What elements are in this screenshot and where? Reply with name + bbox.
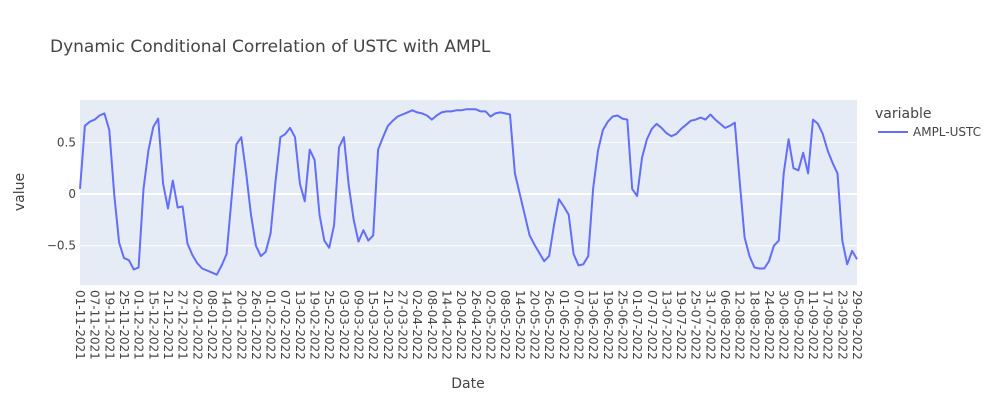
y-tick-label: 0.5 [57,135,76,149]
x-tick-label: 25-06-2022 [615,290,629,360]
x-tick-label: 15-12-2021 [146,290,160,360]
x-tick-label: 14-05-2022 [513,290,527,360]
x-tick-label: 11-09-2022 [806,290,820,360]
x-tick-label: 26-04-2022 [469,290,483,360]
x-tick-label: 08-05-2022 [498,290,512,360]
x-tick-label: 24-08-2022 [762,290,776,360]
x-tick-label: 27-12-2021 [176,290,190,360]
x-tick-label: 02-01-2022 [190,290,204,360]
x-tick-label: 20-01-2022 [234,290,248,360]
legend-title: variable [875,106,931,122]
x-tick-label: 17-09-2022 [821,290,835,360]
x-tick-label: 12-08-2022 [733,290,747,360]
x-tick-label: 08-01-2022 [205,290,219,360]
legend-label: AMPL-USTC [913,125,981,139]
x-tick-label: 23-09-2022 [835,290,849,360]
x-tick-label: 07-02-2022 [278,290,292,360]
x-tick-label: 08-04-2022 [425,290,439,360]
x-tick-label: 30-08-2022 [777,290,791,360]
x-tick-label: 29-09-2022 [850,290,864,360]
data-line [79,108,858,276]
x-tick-label: 07-07-2022 [645,290,659,360]
x-tick-label: 02-04-2022 [410,290,424,360]
x-tick-label: 27-03-2022 [396,290,410,360]
x-tick-label: 01-06-2022 [557,290,571,360]
y-tick-label: −0.5 [47,239,76,253]
plot-background [80,100,857,285]
x-tick-label: 06-08-2022 [718,290,732,360]
x-tick-label: 19-02-2022 [308,290,322,360]
x-tick-label: 26-05-2022 [542,290,556,360]
y-tick-label: 0 [68,187,76,201]
x-tick-label: 01-11-2021 [73,290,87,360]
x-tick-label: 07-06-2022 [571,290,585,360]
y-axis-title: value [12,173,28,211]
x-tick-label: 25-02-2022 [322,290,336,360]
x-tick-label: 18-08-2022 [747,290,761,360]
x-tick-label: 14-01-2022 [220,290,234,360]
x-tick-label: 01-07-2022 [630,290,644,360]
x-tick-label: 02-05-2022 [483,290,497,360]
x-tick-label: 25-07-2022 [689,290,703,360]
x-tick-label: 19-06-2022 [601,290,615,360]
x-tick-label: 14-04-2022 [440,290,454,360]
x-tick-label: 13-02-2022 [293,290,307,360]
x-tick-label: 07-11-2021 [88,290,102,360]
x-tick-label: 13-07-2022 [659,290,673,360]
x-tick-label: 01-02-2022 [264,290,278,360]
x-tick-label: 13-06-2022 [586,290,600,360]
x-tick-label: 20-05-2022 [527,290,541,360]
x-tick-label: 19-07-2022 [674,290,688,360]
x-tick-label: 19-11-2021 [102,290,116,360]
x-tick-label: 31-07-2022 [703,290,717,360]
x-tick-label: 21-12-2021 [161,290,175,360]
x-tick-label: 15-03-2022 [366,290,380,360]
x-tick-label: 03-03-2022 [337,290,351,360]
x-tick-label: 21-03-2022 [381,290,395,360]
x-tick-label: 01-12-2021 [132,290,146,360]
chart-title: Dynamic Conditional Correlation of USTC … [50,37,491,57]
x-axis-title: Date [451,376,484,392]
x-tick-label: 26-01-2022 [249,290,263,360]
x-tick-label: 05-09-2022 [791,290,805,360]
x-tick-label: 20-04-2022 [454,290,468,360]
x-tick-label: 25-11-2021 [117,290,131,360]
x-tick-label: 09-03-2022 [352,290,366,360]
